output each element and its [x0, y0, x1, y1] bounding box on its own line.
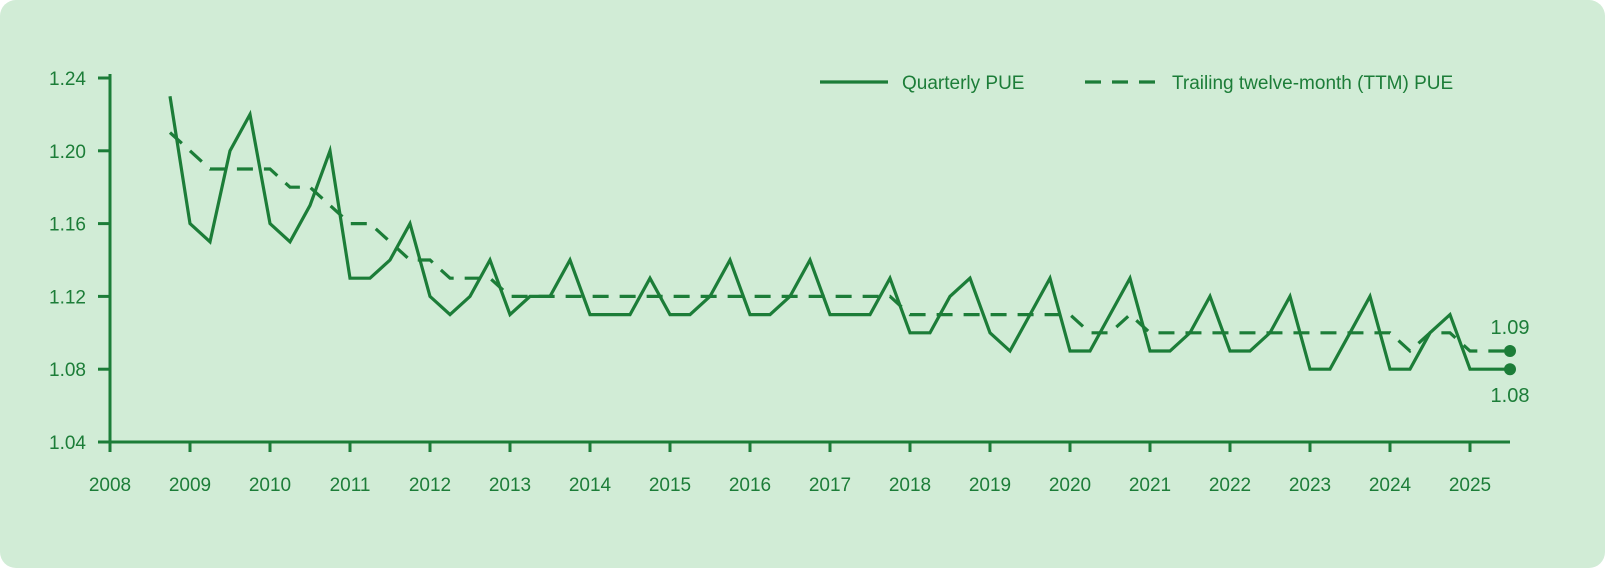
end-value-annotations: 1.09 1.08 — [1491, 317, 1530, 407]
quarterly-pue-end-point — [1504, 363, 1516, 376]
y-tick-label: 1.24 — [49, 69, 86, 90]
legend-label: Quarterly PUE — [902, 73, 1024, 94]
ttm-pue-end-point — [1504, 345, 1516, 357]
ttm-pue-series-line — [168, 131, 1510, 354]
x-tick-label: 2009 — [169, 475, 211, 496]
y-tick-label: 1.16 — [49, 215, 86, 236]
legend-label: Trailing twelve-month (TTM) PUE — [1172, 73, 1453, 94]
x-tick-label: 2024 — [1369, 475, 1412, 496]
y-tick-label: 1.12 — [49, 287, 86, 308]
y-tick-label: 1.20 — [49, 142, 86, 163]
x-tick-label: 2013 — [489, 475, 531, 496]
x-tick-label: 2021 — [1129, 475, 1171, 496]
y-tick-label: 1.08 — [49, 360, 86, 381]
x-tick-label: 2012 — [409, 475, 451, 496]
axes — [108, 74, 1510, 444]
x-tick-label: 2011 — [330, 475, 371, 496]
x-tick-label: 2020 — [1049, 475, 1091, 496]
x-tick-label: 2014 — [569, 475, 612, 496]
quarterly-end-value-label: 1.08 — [1491, 385, 1530, 407]
x-tick-label: 2015 — [649, 475, 691, 496]
y-axis-ticks: 1.04 1.08 1.12 1.16 1.20 1.24 — [49, 69, 110, 454]
x-tick-label: 2022 — [1209, 475, 1251, 496]
x-tick-label: 2017 — [809, 475, 851, 496]
y-tick-label: 1.04 — [49, 433, 86, 454]
x-tick-label: 2016 — [729, 475, 771, 496]
x-tick-label: 2018 — [889, 475, 931, 496]
plot-area — [168, 95, 1516, 376]
x-tick-label: 2025 — [1449, 475, 1491, 496]
x-tick-label: 2023 — [1289, 475, 1331, 496]
x-tick-label: 2019 — [969, 475, 1011, 496]
x-tick-label: 2008 — [89, 475, 131, 496]
x-axis-ticks: 2008 2009 2010 2011 2012 2013 2014 2015 2016 2017… — [89, 442, 1491, 496]
quarterly-pue-series-line — [168, 95, 1510, 371]
ttm-end-value-label: 1.09 — [1491, 317, 1530, 339]
legend: Quarterly PUE Trailing twelve-month (TTM)… — [820, 73, 1453, 94]
x-tick-label: 2010 — [249, 475, 291, 496]
